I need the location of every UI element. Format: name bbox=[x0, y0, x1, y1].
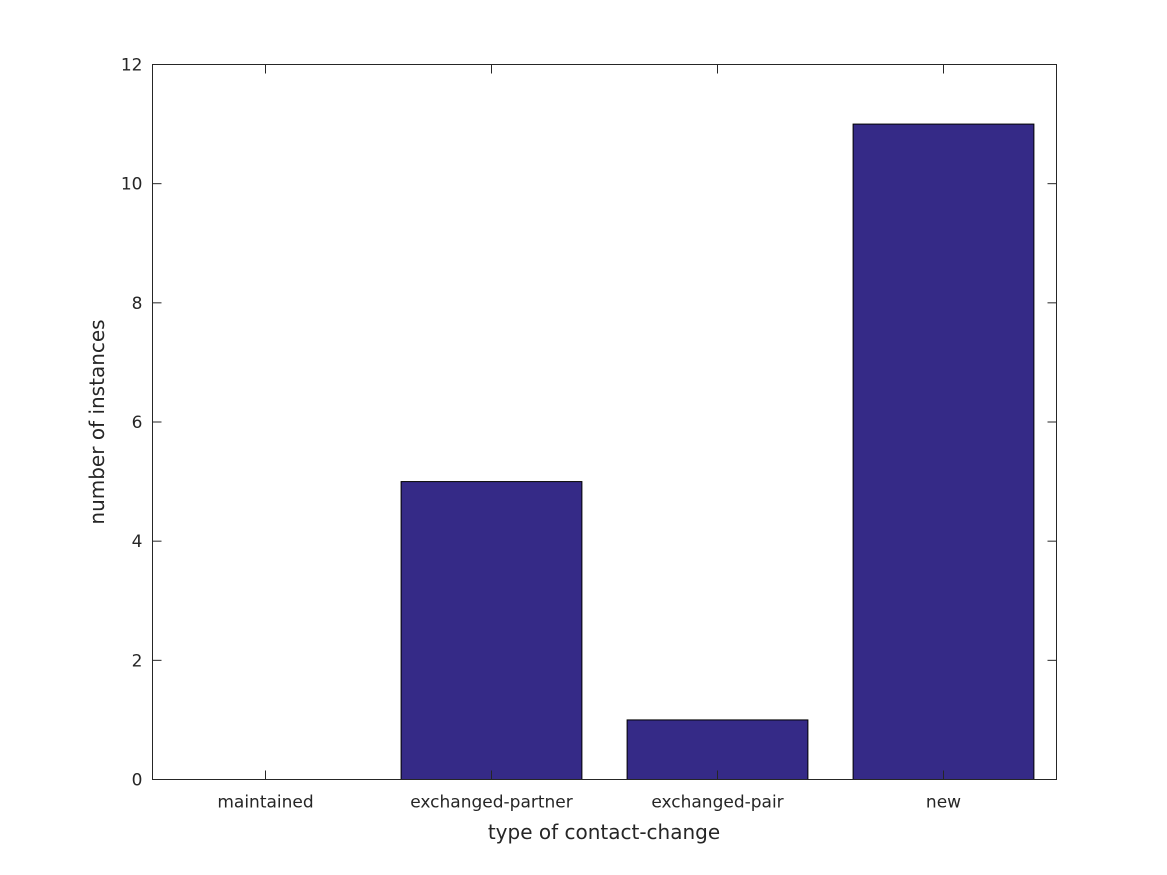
y-tick-label: 4 bbox=[132, 532, 143, 552]
y-tick-label: 12 bbox=[121, 56, 143, 76]
y-tick-label: 6 bbox=[132, 413, 143, 433]
bar-new bbox=[852, 123, 1035, 781]
bar-exchanged-pair bbox=[626, 719, 809, 781]
x-tick-label: exchanged-partner bbox=[410, 793, 573, 813]
y-tick-label: 8 bbox=[132, 294, 143, 314]
y-tick-label: 10 bbox=[121, 175, 143, 195]
y-axis-label: number of instances bbox=[85, 319, 109, 524]
x-tick-label: exchanged-pair bbox=[651, 793, 783, 813]
bar-exchanged-partner bbox=[400, 481, 583, 780]
x-tick-label: maintained bbox=[217, 793, 313, 813]
x-axis-label: type of contact-change bbox=[488, 820, 720, 844]
y-tick-label: 0 bbox=[132, 771, 143, 791]
y-tick-label: 2 bbox=[132, 651, 143, 671]
x-tick-label: new bbox=[926, 793, 961, 813]
